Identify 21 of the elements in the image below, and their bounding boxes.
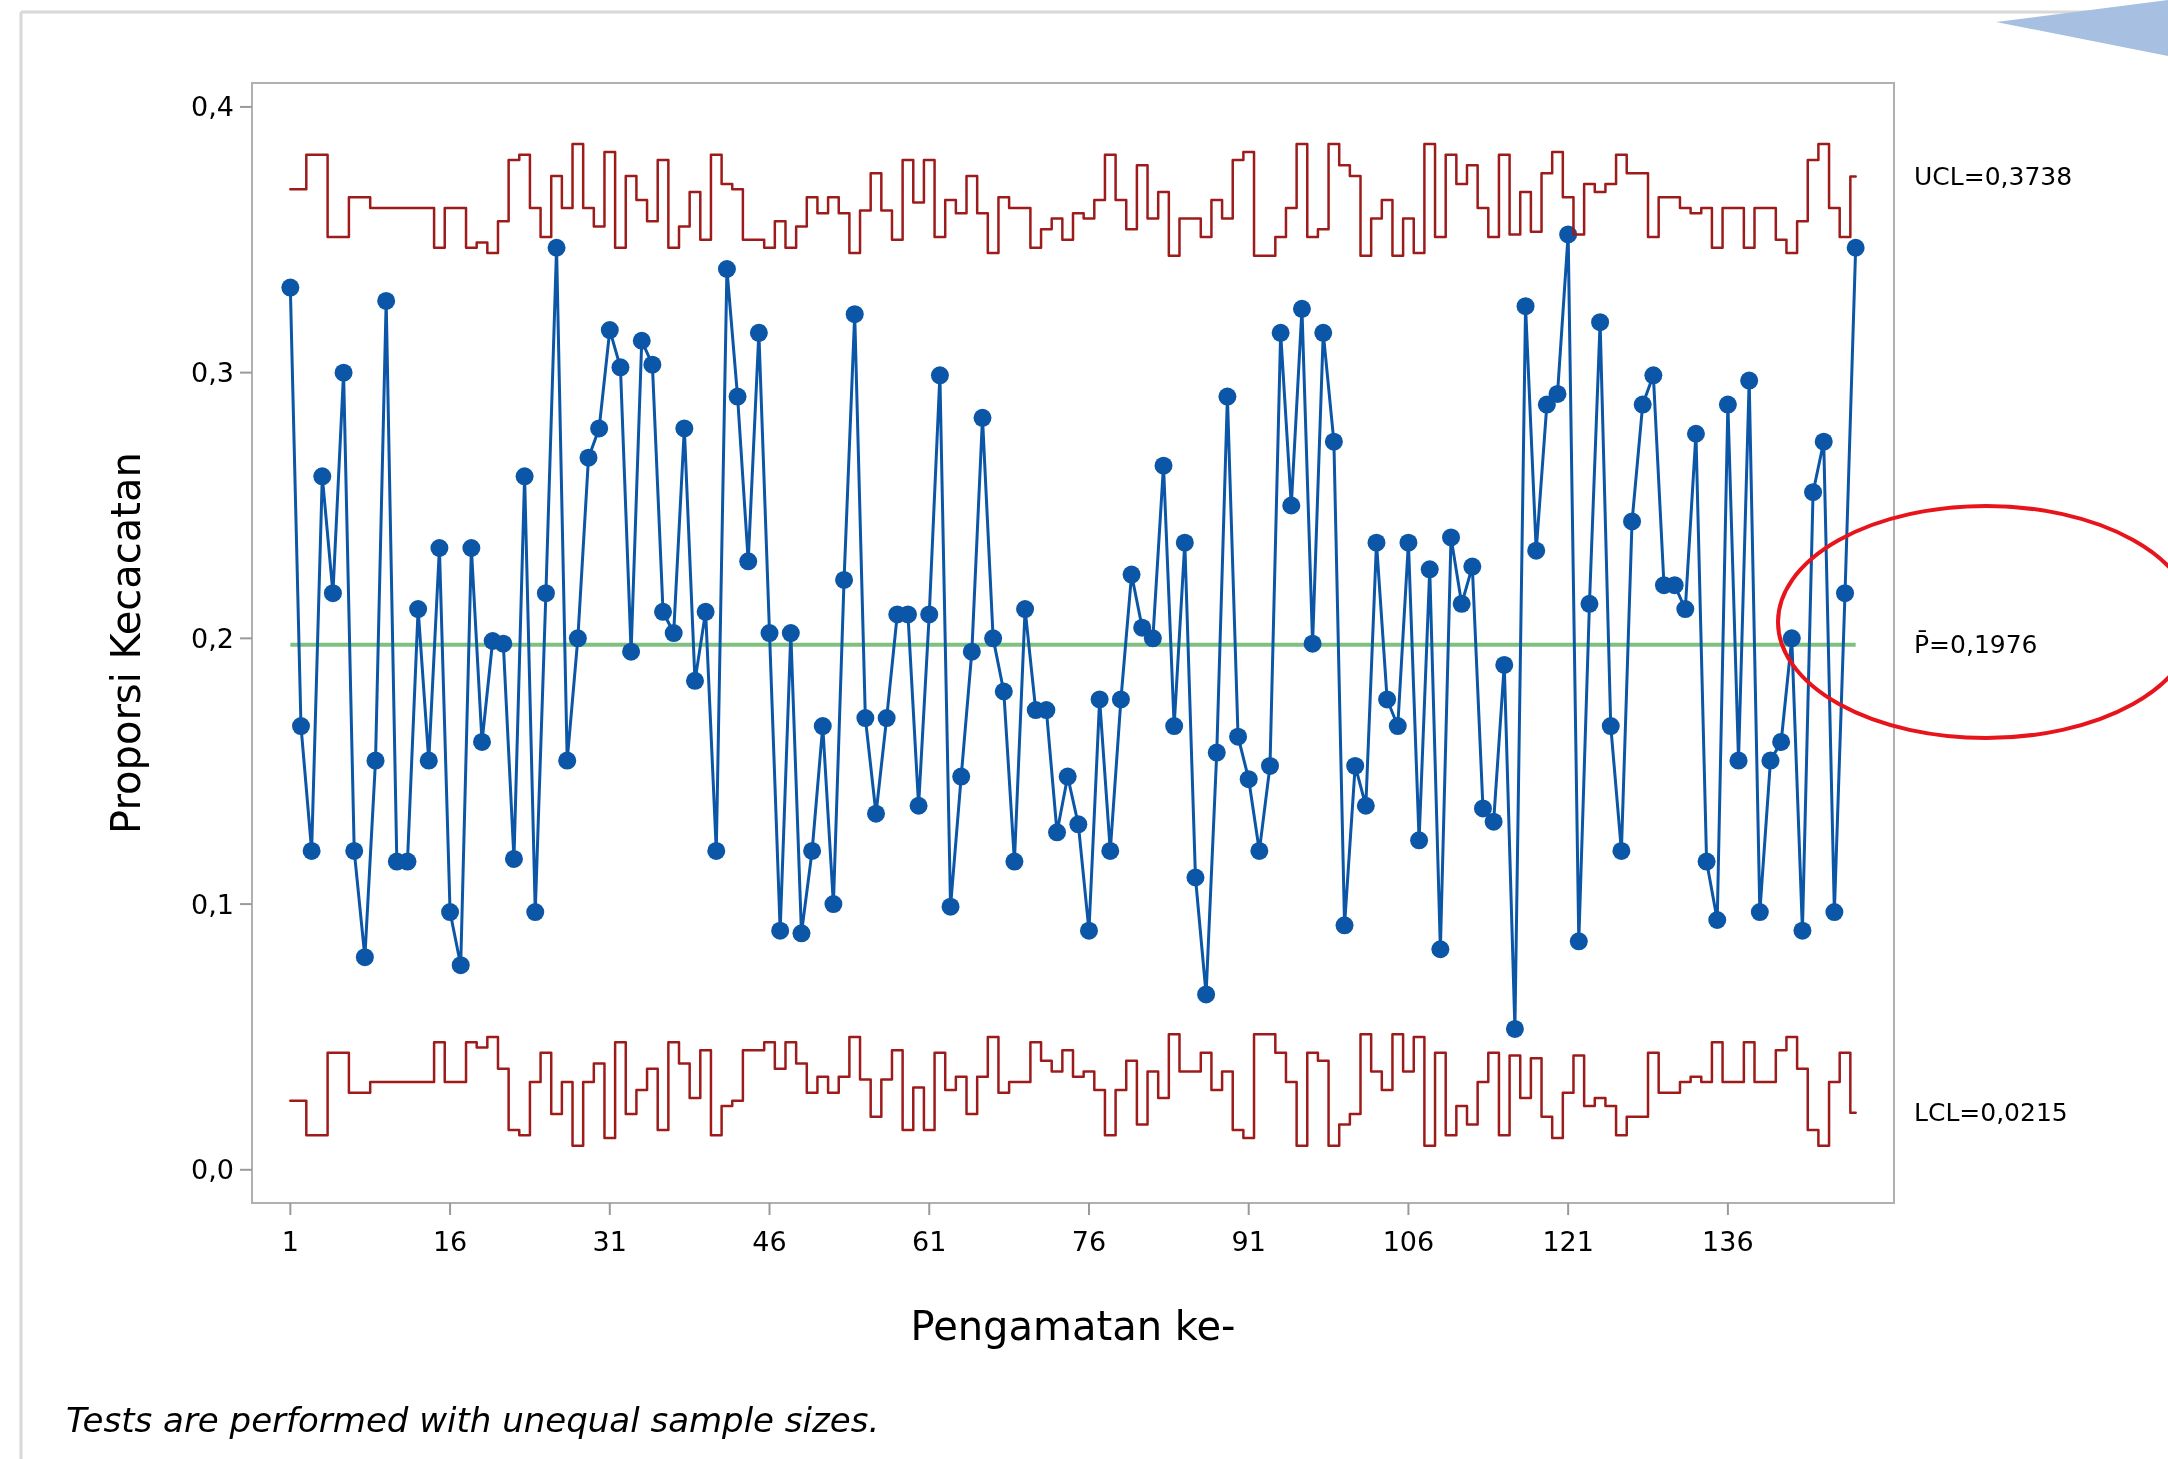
y-tick-label: 0,2 [191, 622, 234, 654]
y-tick-label: 0,0 [191, 1154, 234, 1186]
y-axis-title: Proporsi Kecacatan [103, 452, 149, 834]
x-tick-label: 136 [1702, 1226, 1754, 1257]
y-tick-label: 0,3 [191, 357, 234, 389]
x-tick-label: 61 [912, 1226, 947, 1257]
text: UCL=0,3738 [1914, 162, 2073, 192]
x-tick-label: 121 [1542, 1226, 1594, 1257]
ref-line-label: P̄=0,1976 [1914, 629, 2038, 660]
y-tick-label: 0,4 [191, 91, 234, 123]
x-tick-label: 31 [592, 1226, 627, 1257]
text: Tests are performed with unequal sample sizes. [66, 1400, 880, 1440]
y-tick-label: 0,1 [191, 888, 234, 920]
x-tick-label: 1 [281, 1226, 299, 1257]
x-tick-label: 16 [432, 1226, 468, 1257]
text: LCL=0,0215 [1914, 1098, 2068, 1128]
x-tick-label: 46 [752, 1226, 787, 1257]
x-tick-label: 91 [1231, 1226, 1266, 1257]
x-axis-title: Pengamatan ke- [910, 1303, 1236, 1349]
x-tick-label: 106 [1382, 1226, 1435, 1257]
x-tick-label: 76 [1071, 1226, 1107, 1257]
